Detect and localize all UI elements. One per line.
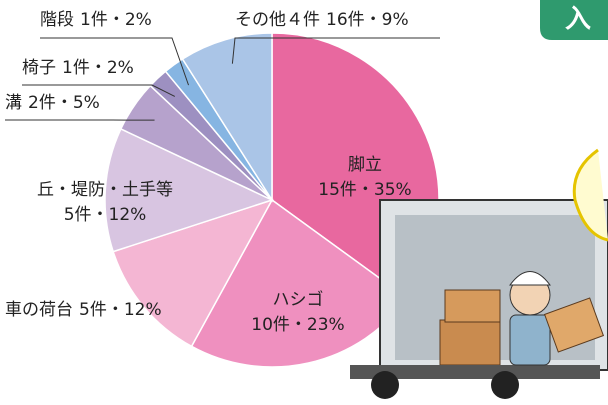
worker-body	[510, 315, 550, 365]
slice-value-label: 5件・12%	[79, 300, 162, 320]
slice-label: 脚立	[348, 155, 382, 175]
pie-chart: 脚立 15件・35% ハシゴ 10件・23% 車の荷台 5件・12% 丘・堤防・土手等 5件・…	[5, 10, 440, 367]
page: 脚立 15件・35% ハシゴ 10件・23% 車の荷台 5件・12% 丘・堤防・土手等 5件・…	[0, 0, 608, 405]
slice-value-label: 1件・2%	[80, 10, 152, 30]
slice-label: 階段	[40, 10, 74, 30]
tab: 入	[540, 0, 608, 40]
slice-label: 溝	[5, 93, 22, 113]
slice-label: 丘・堤防・土手等	[37, 180, 173, 200]
slice-label: 椅子	[22, 58, 56, 78]
slice-label-group: 椅子 1件・2%	[22, 58, 134, 78]
slice-label-group: その他４件 16件・9%	[235, 10, 409, 30]
slice-value-label: 15件・35%	[318, 180, 411, 200]
slice-label: ハシゴ	[273, 289, 324, 310]
slice-label-group: 溝 2件・5%	[5, 93, 100, 113]
slice-value-label: 10件・23%	[251, 315, 344, 335]
wheel	[491, 371, 519, 399]
slice-label: その他４件	[235, 10, 320, 30]
truck-illustration	[350, 200, 608, 399]
box	[445, 290, 500, 322]
slice-label: 車の荷台	[5, 300, 73, 320]
slice-value-label: 5件・12%	[64, 205, 147, 225]
slice-value-label: 1件・2%	[62, 58, 134, 78]
slice-label-group: 車の荷台 5件・12%	[5, 300, 162, 320]
slice-label-group: 階段 1件・2%	[40, 10, 152, 30]
wheel	[371, 371, 399, 399]
slice-value-label: 16件・9%	[326, 10, 409, 30]
slice-value-label: 2件・5%	[28, 93, 100, 113]
box	[440, 320, 500, 365]
tab-text: 入	[565, 5, 591, 35]
